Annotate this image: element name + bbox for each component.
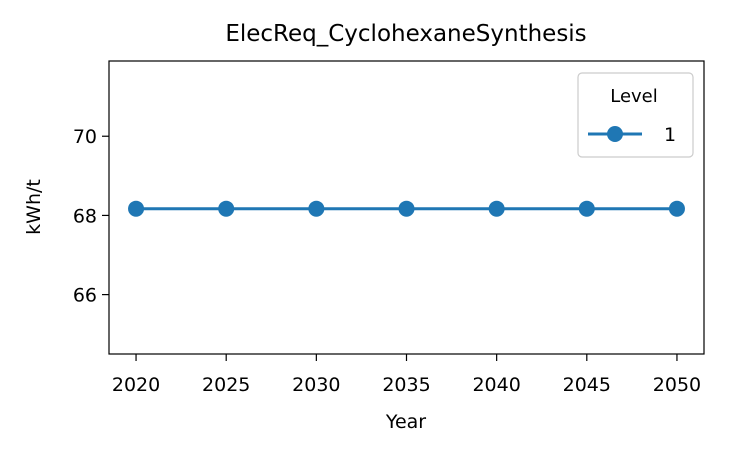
data-point (398, 200, 415, 217)
y-axis-ticks: 66 68 70 (73, 126, 109, 307)
x-tick-label: 2050 (653, 374, 701, 396)
x-tick-label: 2030 (292, 374, 340, 396)
x-tick-label: 2025 (202, 374, 250, 396)
x-axis-ticks: 2020 2025 2030 2035 2040 2045 2050 (112, 354, 701, 396)
x-tick-label: 2020 (112, 374, 160, 396)
y-tick-label: 66 (73, 285, 97, 307)
data-point (488, 200, 505, 217)
y-tick-label: 70 (73, 126, 97, 148)
chart-title: ElecReq_CyclohexaneSynthesis (225, 21, 586, 47)
legend-frame (577, 72, 694, 158)
data-point (308, 200, 325, 217)
x-axis-label: Year (385, 411, 426, 433)
data-point (668, 200, 685, 217)
data-point (578, 200, 595, 217)
x-tick-label: 2040 (472, 374, 520, 396)
y-tick-label: 68 (73, 205, 97, 227)
x-tick-label: 2045 (563, 374, 611, 396)
x-tick-label: 2035 (382, 374, 430, 396)
legend-title: Level (610, 86, 658, 107)
legend-marker-swatch (607, 126, 623, 142)
legend-item-label: 1 (664, 124, 676, 146)
data-point (128, 200, 145, 217)
data-point (218, 200, 235, 217)
series-layer (128, 200, 685, 217)
legend: Level 1 (577, 72, 694, 158)
y-axis-label: kWh/t (23, 179, 45, 235)
